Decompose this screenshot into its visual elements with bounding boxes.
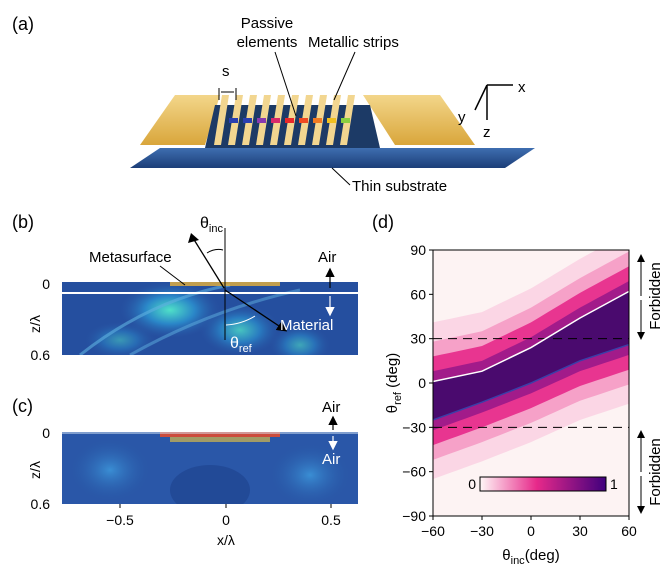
passive-elements-label-line1: Passive bbox=[241, 15, 294, 32]
x-tick-label-1: −30 bbox=[470, 523, 494, 539]
panel-c-xlabel: x/λ bbox=[217, 532, 235, 548]
axis-z-label: z bbox=[483, 124, 491, 141]
y-tick-label-2: 30 bbox=[410, 331, 426, 347]
metallic-strips-label: Metallic strips bbox=[308, 34, 399, 51]
theta-inc-symbol: θinc bbox=[200, 215, 223, 235]
axis-x-label: x bbox=[518, 79, 526, 96]
x-tick-label-0: −60 bbox=[421, 523, 445, 539]
passive-elements bbox=[229, 118, 350, 123]
material-label: Material bbox=[280, 317, 333, 334]
x-tick-label-3: 30 bbox=[572, 523, 588, 539]
theta-inc-arc bbox=[206, 248, 224, 254]
panel-d-label: (d) bbox=[372, 212, 394, 232]
thin-substrate-pointer bbox=[331, 167, 351, 186]
y-tick-label-6: −90 bbox=[402, 508, 426, 524]
panel-b-ytick-0: 0 bbox=[42, 276, 50, 292]
blue-curve bbox=[432, 343, 630, 421]
panel-c-ytick-0: 0 bbox=[42, 425, 50, 441]
panel-c-xtick-1: −0.5 bbox=[106, 512, 134, 528]
y-tick-label-3: 0 bbox=[418, 375, 426, 391]
axis-y-label: y bbox=[458, 109, 466, 126]
y-tick-label-5: −60 bbox=[402, 464, 426, 480]
panel-b-ylabel: z/λ bbox=[27, 315, 43, 333]
y-ticks: 90 60 30 0 −30 −60 −90 bbox=[402, 242, 433, 524]
air-label-b: Air bbox=[318, 249, 336, 266]
theta-ref-symbol: θref bbox=[230, 335, 253, 355]
incident-arrowhead bbox=[188, 233, 199, 243]
left-gold-pad bbox=[140, 95, 220, 145]
heatmap-layer-4 bbox=[433, 291, 629, 420]
panel-a: (a) bbox=[12, 14, 535, 195]
metasurface-label: Metasurface bbox=[89, 249, 172, 266]
x-axis-label: θinc(deg) bbox=[502, 547, 559, 567]
x-tick-label-4: 60 bbox=[621, 523, 637, 539]
curves bbox=[432, 290, 630, 421]
forbidden-top-label: Forbidden bbox=[647, 262, 664, 330]
white-curve bbox=[432, 290, 630, 383]
panel-c-ytick-06: 0.6 bbox=[31, 496, 51, 512]
colorbar-max-label: 1 bbox=[610, 476, 618, 492]
thin-substrate-label: Thin substrate bbox=[352, 178, 447, 195]
substrate bbox=[130, 148, 535, 168]
incident-ray bbox=[192, 237, 225, 289]
passive-elements-label-line2: elements bbox=[237, 34, 298, 51]
x-tick-label-2: 0 bbox=[527, 523, 535, 539]
panel-b: (b) 0 0.6 z/λ θinc θref Metasurface bbox=[12, 212, 358, 363]
panel-c-ylabel: z/λ bbox=[27, 461, 43, 479]
right-gold-pad bbox=[363, 95, 475, 145]
air-label-c-top: Air bbox=[322, 399, 340, 416]
coordinate-axes: x y z bbox=[458, 79, 526, 141]
air-label-c-bottom: Air bbox=[322, 451, 340, 468]
y-tick-label-0: 90 bbox=[410, 242, 426, 258]
colorbar-min-label: 0 bbox=[468, 476, 476, 492]
y-tick-label-4: −30 bbox=[402, 419, 426, 435]
y-tick-label-1: 60 bbox=[410, 286, 426, 302]
theta-ref-arc bbox=[225, 315, 256, 326]
panel-c-xtick-2: 0 bbox=[222, 512, 230, 528]
panel-c-xtick-3: 0.5 bbox=[321, 512, 341, 528]
colorbar bbox=[479, 476, 607, 492]
panel-b-label: (b) bbox=[12, 212, 34, 232]
heatmap-band bbox=[433, 250, 629, 480]
x-ticks: −60 −30 0 30 60 bbox=[421, 516, 637, 539]
passive-elements-pointer bbox=[274, 51, 297, 117]
field-pattern-b bbox=[79, 282, 330, 355]
metasurface-pointer bbox=[159, 265, 186, 286]
s-label: s bbox=[222, 63, 230, 80]
metallic-strips-pointer bbox=[333, 51, 356, 101]
y-axis-label: θref (deg) bbox=[384, 353, 404, 413]
field-pattern-c bbox=[65, 432, 355, 504]
panel-c: (c) Air Air 0 0.6 z/λ −0.5 0 0.5 x/λ bbox=[12, 396, 358, 548]
panel-b-ytick-06: 0.6 bbox=[31, 347, 51, 363]
forbidden-bottom-label: Forbidden bbox=[647, 438, 664, 506]
refracted-ray bbox=[224, 289, 288, 332]
panel-a-label: (a) bbox=[12, 14, 34, 34]
dashed-lines bbox=[433, 338, 629, 428]
panel-c-label: (c) bbox=[12, 396, 33, 416]
